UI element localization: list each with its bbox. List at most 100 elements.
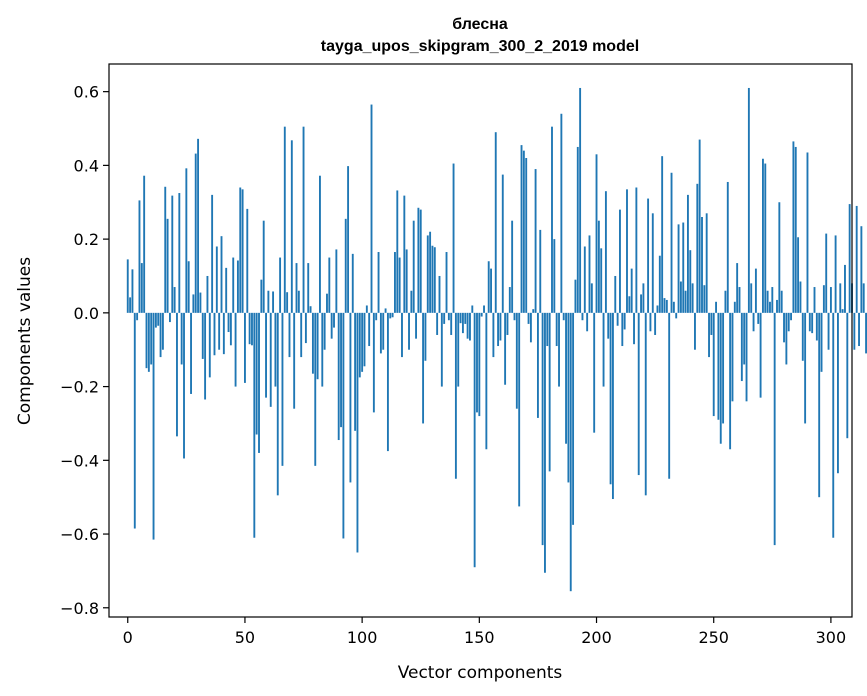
bar-45 bbox=[232, 257, 235, 313]
bar-255 bbox=[724, 290, 727, 313]
bar-303 bbox=[837, 312, 839, 474]
bar-166 bbox=[515, 312, 518, 409]
y-axis-label: Components values bbox=[15, 257, 35, 425]
bar-44 bbox=[229, 312, 232, 346]
bar-76 bbox=[304, 312, 307, 344]
bar-206 bbox=[609, 312, 612, 485]
bar-14 bbox=[159, 312, 162, 358]
bar-266 bbox=[750, 283, 753, 313]
bar-107 bbox=[377, 252, 380, 313]
bar-6 bbox=[140, 263, 143, 313]
bar-78 bbox=[309, 306, 312, 313]
bar-292 bbox=[811, 312, 814, 334]
bar-192 bbox=[576, 146, 579, 313]
bar-81 bbox=[316, 312, 319, 380]
bar-56 bbox=[258, 312, 260, 453]
bar-116 bbox=[398, 257, 401, 313]
bar-163 bbox=[508, 287, 511, 313]
bar-8 bbox=[145, 312, 148, 369]
bar-267 bbox=[752, 312, 755, 332]
bar-172 bbox=[529, 312, 532, 343]
bar-97 bbox=[354, 312, 357, 431]
bar-67 bbox=[283, 126, 286, 313]
bar-42 bbox=[225, 267, 228, 313]
bar-61 bbox=[269, 312, 272, 407]
bar-100 bbox=[361, 312, 364, 372]
bar-87 bbox=[330, 312, 333, 339]
bar-85 bbox=[326, 293, 328, 313]
bar-123 bbox=[415, 312, 417, 339]
bar-133 bbox=[438, 275, 441, 313]
bar-262 bbox=[740, 312, 743, 382]
bar-149 bbox=[476, 312, 478, 413]
bar-211 bbox=[621, 312, 624, 347]
bar-134 bbox=[440, 312, 443, 387]
bar-169 bbox=[522, 150, 525, 313]
x-tick-label-150: 150 bbox=[464, 628, 495, 647]
bar-21 bbox=[176, 312, 178, 437]
bar-210 bbox=[619, 209, 621, 313]
bar-158 bbox=[497, 312, 500, 347]
bar-227 bbox=[658, 255, 661, 313]
bar-254 bbox=[722, 312, 725, 424]
chart-title-line-2: tayga_upos_skipgram_300_2_2019 model bbox=[321, 38, 639, 55]
bar-281 bbox=[785, 312, 788, 365]
bar-300 bbox=[829, 287, 832, 313]
bar-110 bbox=[384, 308, 387, 313]
y-axis-ticks: −0.8 −0.6 −0.4 −0.2 0.0 0.2 0.4 0.6 bbox=[60, 83, 109, 618]
y-tick-label-6: 0.4 bbox=[74, 156, 99, 175]
bar-139 bbox=[452, 163, 455, 313]
bar-239 bbox=[686, 194, 689, 313]
bar-49 bbox=[241, 189, 244, 313]
bar-150 bbox=[478, 312, 481, 417]
bar-147 bbox=[471, 305, 474, 313]
bar-82 bbox=[319, 175, 321, 313]
bar-146 bbox=[469, 312, 471, 341]
bar-299 bbox=[827, 312, 830, 350]
bar-114 bbox=[394, 252, 396, 313]
bar-140 bbox=[454, 312, 457, 479]
bar-88 bbox=[333, 312, 335, 328]
bar-19 bbox=[171, 195, 174, 313]
bar-143 bbox=[461, 312, 464, 334]
bar-181 bbox=[551, 126, 553, 313]
bar-142 bbox=[459, 312, 462, 324]
bar-137 bbox=[447, 312, 450, 321]
bar-72 bbox=[295, 263, 298, 313]
bar-184 bbox=[558, 312, 560, 387]
bar-109 bbox=[382, 312, 385, 350]
bar-29 bbox=[194, 153, 197, 313]
bar-70 bbox=[290, 140, 293, 313]
bar-233 bbox=[672, 301, 675, 313]
bar-40 bbox=[220, 236, 223, 313]
bar-314 bbox=[862, 283, 865, 313]
bar-311 bbox=[855, 205, 858, 313]
bar-230 bbox=[665, 299, 668, 313]
bar-178 bbox=[544, 312, 546, 573]
bar-46 bbox=[234, 312, 237, 387]
x-tick-label-50: 50 bbox=[235, 628, 255, 647]
bar-35 bbox=[208, 312, 211, 378]
bar-23 bbox=[180, 312, 183, 365]
chart-title-line-1: блесна bbox=[452, 16, 508, 33]
bar-313 bbox=[860, 226, 863, 313]
bar-307 bbox=[846, 312, 849, 439]
bar-188 bbox=[567, 312, 570, 483]
bar-240 bbox=[689, 250, 692, 313]
bar-25 bbox=[185, 168, 188, 313]
bar-170 bbox=[525, 158, 528, 313]
bar-43 bbox=[227, 312, 230, 333]
bar-138 bbox=[450, 312, 453, 335]
bar-249 bbox=[710, 312, 713, 335]
bar-33 bbox=[204, 312, 207, 400]
bar-304 bbox=[839, 283, 842, 313]
bar-32 bbox=[201, 312, 204, 359]
bar-282 bbox=[787, 312, 790, 332]
bar-290 bbox=[806, 152, 809, 313]
bar-159 bbox=[499, 312, 502, 341]
bar-190 bbox=[572, 312, 575, 525]
bar-291 bbox=[808, 312, 811, 332]
bar-272 bbox=[764, 163, 767, 313]
bar-207 bbox=[611, 312, 614, 500]
bar-200 bbox=[595, 154, 598, 313]
